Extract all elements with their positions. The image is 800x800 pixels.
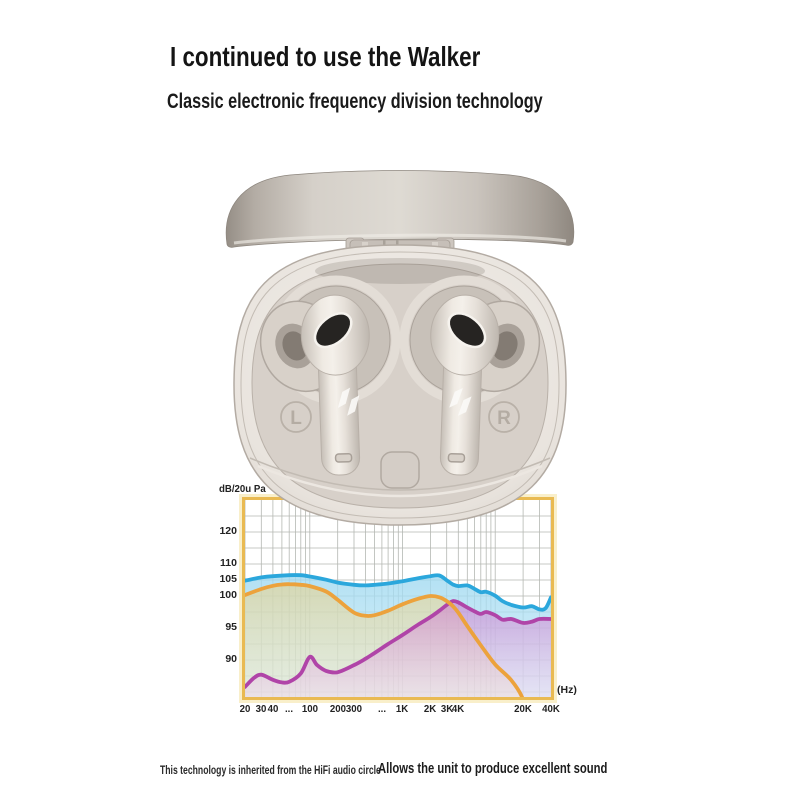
x-tick-label: 40K [542, 703, 560, 715]
left-stem-contact [334, 452, 353, 463]
x-tick-label: 3K [440, 703, 453, 715]
x-tick-label: 30 [255, 703, 267, 715]
x-tick-label: 200 [329, 703, 346, 715]
x-tick-label: 20 [239, 703, 251, 715]
left-marking-letter: L [290, 408, 302, 429]
x-tick-label: 40 [267, 703, 279, 715]
left-earbud [259, 294, 370, 476]
right-marking-letter: R [497, 408, 511, 429]
pairing-button [380, 451, 420, 489]
magenta-curve [245, 599, 551, 689]
y-tick-label: 90 [225, 653, 237, 665]
x-tick-label: 1K [396, 703, 409, 715]
right-earbud [430, 294, 541, 476]
magenta-curve-fill [245, 600, 551, 697]
left-nozzle [313, 312, 353, 349]
x-tick-label: ... [377, 703, 386, 715]
orange-curve [245, 582, 525, 697]
page-title: I continued to use the Walker [170, 41, 481, 72]
x-tick-label: 4K [452, 703, 465, 715]
y-tick-label: 105 [219, 573, 237, 585]
case-lid [225, 170, 575, 248]
y-tick-label: 95 [225, 621, 237, 633]
chart-plot-area [242, 497, 554, 700]
x-tick-label: 2K [424, 703, 437, 715]
right-brand-logo [449, 388, 463, 408]
caption-hifi: This technology is inherited from the Hi… [160, 763, 381, 777]
right-nozzle [447, 312, 487, 349]
caption-sound: Allows the unit to produce excellent sou… [378, 760, 608, 777]
y-tick-label: 100 [219, 589, 237, 601]
chart-y-axis-label: dB/20u Pa [219, 483, 266, 495]
left-brand-logo [337, 387, 351, 409]
case-seam-line [249, 457, 551, 491]
x-tick-label: 20K [514, 703, 532, 715]
right-marking: R [488, 401, 520, 433]
x-tick-label: 300 [345, 703, 363, 715]
right-stem-contact [447, 452, 466, 463]
y-tick-label: 110 [220, 557, 237, 569]
y-tick-label: 120 [219, 525, 237, 537]
chart-plot-svg [245, 500, 551, 697]
left-marking: L [280, 401, 312, 433]
x-tick-label: 100 [301, 703, 318, 715]
chart-x-axis-unit-label: (Hz) [557, 684, 577, 696]
earbuds-product-image: L R [225, 170, 575, 526]
blue-curve [245, 573, 551, 612]
x-tick-label: ... [285, 703, 294, 715]
page-subtitle: Classic electronic frequency division te… [167, 90, 543, 113]
